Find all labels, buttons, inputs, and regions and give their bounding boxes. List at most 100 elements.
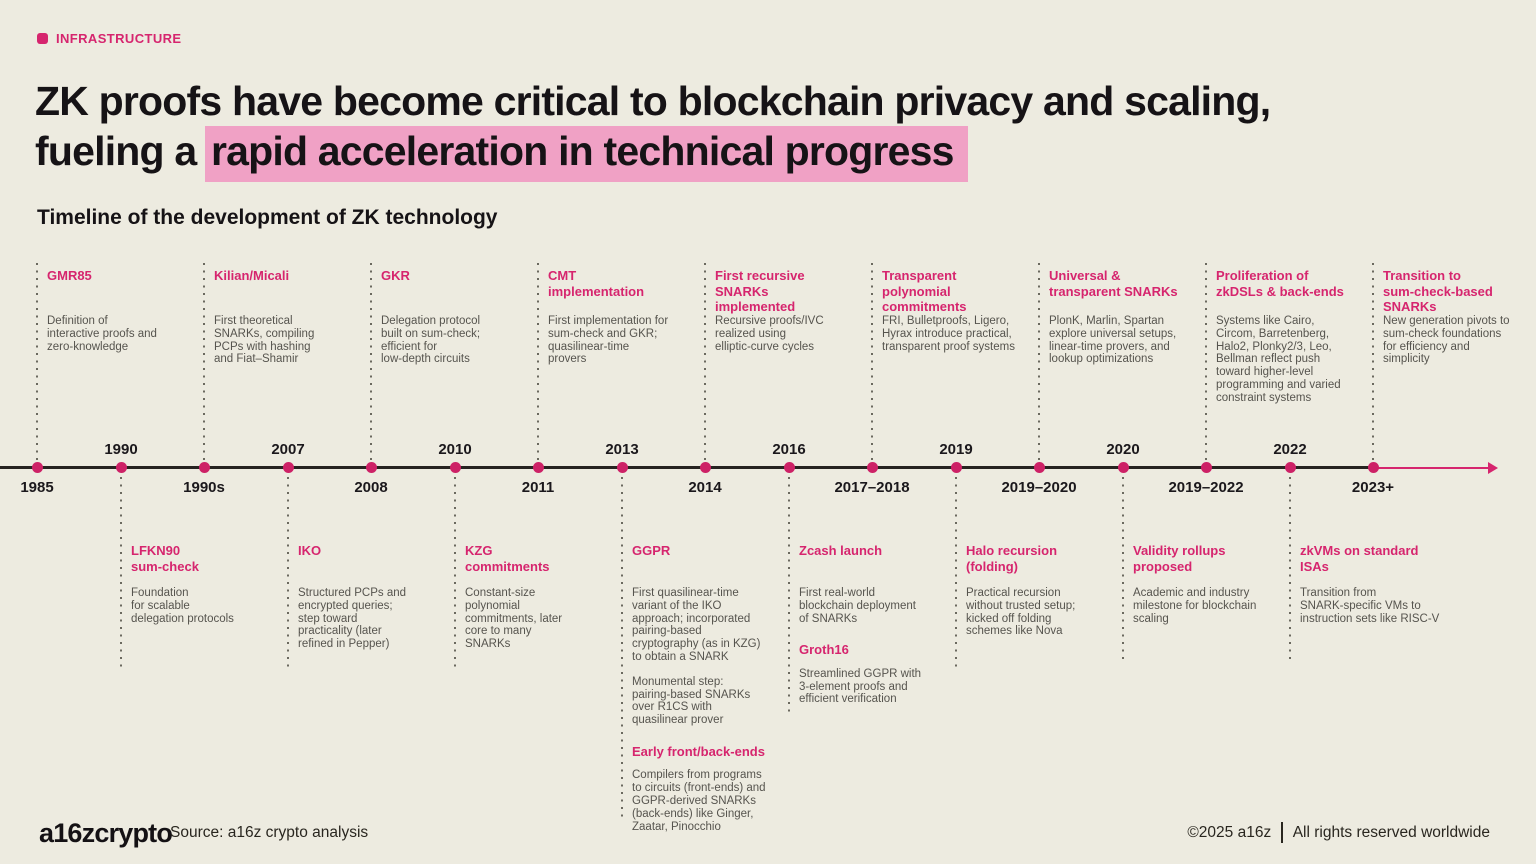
headline-line1: ZK proofs have become critical to blockc…	[35, 78, 1271, 124]
infrastructure-tag: INFRASTRUCTURE	[37, 31, 181, 46]
dotted-connector	[1372, 263, 1374, 460]
event-subbody: Compilers from programs to circuits (fro…	[632, 769, 766, 833]
dotted-connector	[36, 263, 38, 460]
event-subbody: Streamlined GGPR with 3-element proofs a…	[799, 667, 922, 706]
timeline-dot	[1033, 462, 1045, 473]
timeline-dot	[1284, 462, 1296, 473]
dotted-connector	[287, 477, 289, 672]
rights-text: All rights reserved worldwide	[1292, 823, 1490, 841]
event-kilian-micali: Kilian/Micali First theoretical SNARKs, …	[214, 268, 372, 366]
event-sumcheck-transition: Transition to sum-check-based SNARKs New…	[1383, 268, 1533, 366]
year-label: 2011	[521, 479, 555, 496]
a16zcrypto-logo: a16zcrypto	[39, 818, 173, 848]
event-body: Recursive proofs/IVC realized using elli…	[715, 315, 824, 353]
event-body: Foundation for scalable delegation proto…	[131, 587, 234, 625]
event-title: Validity rollups proposed	[1133, 543, 1226, 574]
event-body: Constant-size polynomial commitments, la…	[465, 587, 563, 651]
timeline-dot	[950, 462, 962, 473]
event-title: zkVMs on standard ISAs	[1300, 543, 1419, 574]
year-label: 2017–2018	[834, 479, 910, 496]
event-title: GMR85	[47, 268, 92, 283]
page-title: ZK proofs have become critical to blockc…	[35, 76, 1495, 182]
event-body: First theoretical SNARKs, compiling PCPs…	[214, 315, 315, 366]
timeline-dot	[449, 462, 461, 473]
event-zkdsl-proliferation: Proliferation of zkDSLs & back-ends Syst…	[1216, 268, 1374, 405]
timeline-dot	[616, 462, 628, 473]
event-zcash-launch: Zcash launch First real-world blockchain…	[799, 543, 957, 706]
event-halo-recursion: Halo recursion (folding) Practical recur…	[966, 543, 1124, 638]
event-validity-rollups: Validity rollups proposed Academic and i…	[1133, 543, 1291, 625]
dotted-connector	[871, 263, 873, 460]
year-label: 2020	[1106, 441, 1140, 458]
dotted-connector	[120, 477, 122, 667]
event-body: Delegation protocol built on sum-check; …	[381, 315, 481, 366]
timeline-dot	[1117, 462, 1129, 473]
event-body: Transition from SNARK-specific VMs to in…	[1300, 587, 1440, 625]
event-body: Systems like Cairo, Circom, Barretenberg…	[1216, 315, 1341, 404]
dotted-connector	[955, 477, 957, 672]
event-title: LFKN90 sum-check	[131, 543, 199, 574]
event-body: First implementation for sum-check and G…	[548, 315, 669, 366]
year-label: 2019	[939, 441, 973, 458]
source-note: Source: a16z crypto analysis	[170, 824, 369, 841]
headline-line2-prefix: fueling a	[35, 128, 207, 174]
dotted-connector	[370, 263, 372, 460]
event-title: GGPR	[632, 543, 671, 558]
year-label: 1990s	[183, 479, 225, 496]
event-body: First real-world blockchain deployment o…	[799, 587, 916, 625]
event-gkr: GKR Delegation protocol built on sum-che…	[381, 268, 539, 366]
tag-label: INFRASTRUCTURE	[56, 31, 182, 46]
tag-square-icon	[37, 33, 48, 44]
event-title: IKO	[298, 543, 322, 558]
event-title: Transparent polynomial commitments	[882, 268, 967, 314]
dotted-connector	[1289, 477, 1291, 662]
event-body: Practical recursion without trusted setu…	[966, 587, 1076, 638]
event-lfkn90-sumcheck: LFKN90 sum-check Foundation for scalable…	[131, 543, 289, 625]
headline-line2: fueling a rapid acceleration in technica…	[35, 126, 1495, 182]
event-subtitle: Groth16	[799, 642, 849, 658]
chart-subtitle: Timeline of the development of ZK techno…	[37, 206, 498, 229]
dotted-connector	[1205, 263, 1207, 460]
timeline-arrow-icon	[1488, 461, 1498, 474]
event-body-2: Monumental step: pairing-based SNARKs ov…	[632, 675, 751, 727]
timeline-dot	[365, 462, 377, 473]
event-title: Halo recursion (folding)	[966, 543, 1058, 574]
timeline-dot	[31, 462, 43, 473]
event-body: New generation pivots to sum-check found…	[1383, 315, 1510, 366]
year-label: 2010	[438, 441, 472, 458]
timeline-dot	[532, 462, 544, 473]
dotted-connector	[704, 263, 706, 460]
year-label: 2008	[354, 479, 388, 496]
event-body: First quasilinear-time variant of the IK…	[632, 587, 761, 663]
event-gmr85: GMR85 Definition of interactive proofs a…	[47, 268, 205, 353]
timeline-axis	[0, 466, 1374, 469]
event-title: Kilian/Micali	[214, 268, 290, 283]
year-label: 1990	[104, 441, 138, 458]
dotted-connector	[203, 263, 205, 460]
year-label: 2014	[688, 479, 722, 496]
event-body: Definition of interactive proofs and zer…	[47, 315, 157, 353]
year-label: 2019–2022	[1168, 479, 1244, 496]
timeline-dot	[699, 462, 711, 473]
timeline-dot	[282, 462, 294, 473]
dotted-connector	[1038, 263, 1040, 460]
timeline-dot	[1367, 462, 1379, 473]
timeline-dot	[866, 462, 878, 473]
event-first-recursive-snarks: First recursive SNARKs implemented Recur…	[715, 268, 873, 353]
year-label: 2016	[772, 441, 806, 458]
headline-highlight: rapid acceleration in technical progress	[204, 126, 968, 182]
timeline-dot	[198, 462, 210, 473]
event-cmt-implementation: CMT implementation First implementation …	[548, 268, 706, 366]
divider	[1281, 822, 1283, 843]
event-title: Universal & transparent SNARKs	[1049, 268, 1178, 299]
dotted-connector	[454, 477, 456, 667]
copyright-note: ©2025 a16z All rights reserved worldwide	[1187, 822, 1490, 843]
event-ggpr: GGPR First quasilinear-time variant of t…	[632, 543, 790, 833]
event-transparent-poly-commitments: Transparent polynomial commitments FRI, …	[882, 268, 1040, 353]
year-label: 2013	[605, 441, 639, 458]
event-zkvms: zkVMs on standard ISAs Transition from S…	[1300, 543, 1458, 625]
timeline-arrow-line	[1373, 466, 1491, 469]
event-body: Structured PCPs and encrypted queries; s…	[298, 587, 407, 651]
year-label: 2023+	[1351, 479, 1395, 496]
event-iko: IKO Structured PCPs and encrypted querie…	[298, 543, 456, 651]
